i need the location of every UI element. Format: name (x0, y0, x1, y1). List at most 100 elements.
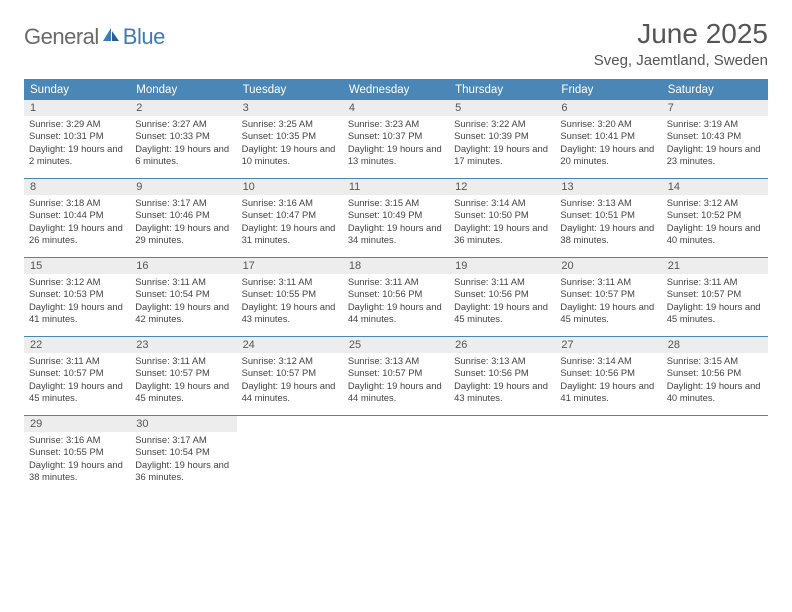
daylight-text: Daylight: 19 hours and 29 minutes. (135, 222, 231, 247)
dow-friday: Friday (555, 80, 661, 100)
day-number: 20 (555, 258, 661, 274)
daylight-text: Daylight: 19 hours and 41 minutes. (29, 301, 125, 326)
dow-monday: Monday (130, 80, 236, 100)
sunrise-text: Sunrise: 3:11 AM (135, 355, 231, 367)
day-cell: 23Sunrise: 3:11 AMSunset: 10:57 PMDaylig… (130, 337, 236, 415)
day-number: 24 (237, 337, 343, 353)
day-body: Sunrise: 3:12 AMSunset: 10:53 PMDaylight… (24, 274, 130, 330)
daylight-text: Daylight: 19 hours and 26 minutes. (29, 222, 125, 247)
day-number: 5 (449, 100, 555, 116)
day-cell: 21Sunrise: 3:11 AMSunset: 10:57 PMDaylig… (662, 258, 768, 336)
day-body: Sunrise: 3:18 AMSunset: 10:44 PMDaylight… (24, 195, 130, 251)
daylight-text: Daylight: 19 hours and 2 minutes. (29, 143, 125, 168)
day-number: 26 (449, 337, 555, 353)
day-cell (237, 416, 343, 494)
day-number: 6 (555, 100, 661, 116)
daylight-text: Daylight: 19 hours and 43 minutes. (242, 301, 338, 326)
day-body: Sunrise: 3:11 AMSunset: 10:56 PMDaylight… (343, 274, 449, 330)
week-row: 8Sunrise: 3:18 AMSunset: 10:44 PMDayligh… (24, 179, 768, 258)
day-number: 10 (237, 179, 343, 195)
week-row: 29Sunrise: 3:16 AMSunset: 10:55 PMDaylig… (24, 416, 768, 494)
day-body: Sunrise: 3:13 AMSunset: 10:57 PMDaylight… (343, 353, 449, 409)
sunset-text: Sunset: 10:39 PM (454, 130, 550, 142)
day-body: Sunrise: 3:16 AMSunset: 10:47 PMDaylight… (237, 195, 343, 251)
sunrise-text: Sunrise: 3:11 AM (560, 276, 656, 288)
sunrise-text: Sunrise: 3:19 AM (667, 118, 763, 130)
sunset-text: Sunset: 10:54 PM (135, 446, 231, 458)
day-cell: 28Sunrise: 3:15 AMSunset: 10:56 PMDaylig… (662, 337, 768, 415)
day-body: Sunrise: 3:11 AMSunset: 10:56 PMDaylight… (449, 274, 555, 330)
day-body: Sunrise: 3:11 AMSunset: 10:57 PMDaylight… (662, 274, 768, 330)
daylight-text: Daylight: 19 hours and 36 minutes. (454, 222, 550, 247)
daylight-text: Daylight: 19 hours and 44 minutes. (242, 380, 338, 405)
daylight-text: Daylight: 19 hours and 38 minutes. (560, 222, 656, 247)
day-number: 28 (662, 337, 768, 353)
day-cell: 10Sunrise: 3:16 AMSunset: 10:47 PMDaylig… (237, 179, 343, 257)
weeks-container: 1Sunrise: 3:29 AMSunset: 10:31 PMDayligh… (24, 100, 768, 494)
sunrise-text: Sunrise: 3:13 AM (560, 197, 656, 209)
day-cell: 8Sunrise: 3:18 AMSunset: 10:44 PMDayligh… (24, 179, 130, 257)
day-cell: 15Sunrise: 3:12 AMSunset: 10:53 PMDaylig… (24, 258, 130, 336)
day-cell: 30Sunrise: 3:17 AMSunset: 10:54 PMDaylig… (130, 416, 236, 494)
day-cell (449, 416, 555, 494)
sunset-text: Sunset: 10:57 PM (29, 367, 125, 379)
sunset-text: Sunset: 10:41 PM (560, 130, 656, 142)
calendar-page: General Blue June 2025 Sveg, Jaemtland, … (0, 0, 792, 512)
day-body: Sunrise: 3:14 AMSunset: 10:50 PMDaylight… (449, 195, 555, 251)
day-body: Sunrise: 3:19 AMSunset: 10:43 PMDaylight… (662, 116, 768, 172)
day-number: 21 (662, 258, 768, 274)
sunrise-text: Sunrise: 3:27 AM (135, 118, 231, 130)
day-number: 13 (555, 179, 661, 195)
sunrise-text: Sunrise: 3:11 AM (348, 276, 444, 288)
daylight-text: Daylight: 19 hours and 44 minutes. (348, 301, 444, 326)
day-cell: 2Sunrise: 3:27 AMSunset: 10:33 PMDayligh… (130, 100, 236, 178)
sunset-text: Sunset: 10:56 PM (454, 288, 550, 300)
day-number: 3 (237, 100, 343, 116)
day-number: 12 (449, 179, 555, 195)
day-number: 7 (662, 100, 768, 116)
sunrise-text: Sunrise: 3:11 AM (454, 276, 550, 288)
sunrise-text: Sunrise: 3:16 AM (29, 434, 125, 446)
day-cell (662, 416, 768, 494)
sunset-text: Sunset: 10:50 PM (454, 209, 550, 221)
daylight-text: Daylight: 19 hours and 23 minutes. (667, 143, 763, 168)
dow-wednesday: Wednesday (343, 80, 449, 100)
day-body: Sunrise: 3:11 AMSunset: 10:57 PMDaylight… (130, 353, 236, 409)
sunrise-text: Sunrise: 3:16 AM (242, 197, 338, 209)
sunrise-text: Sunrise: 3:23 AM (348, 118, 444, 130)
sunset-text: Sunset: 10:57 PM (242, 367, 338, 379)
day-body: Sunrise: 3:13 AMSunset: 10:56 PMDaylight… (449, 353, 555, 409)
sunset-text: Sunset: 10:55 PM (242, 288, 338, 300)
sunset-text: Sunset: 10:56 PM (348, 288, 444, 300)
logo-text-blue: Blue (123, 24, 165, 50)
daylight-text: Daylight: 19 hours and 38 minutes. (29, 459, 125, 484)
sunrise-text: Sunrise: 3:22 AM (454, 118, 550, 130)
day-cell: 20Sunrise: 3:11 AMSunset: 10:57 PMDaylig… (555, 258, 661, 336)
sunrise-text: Sunrise: 3:11 AM (242, 276, 338, 288)
day-body: Sunrise: 3:12 AMSunset: 10:52 PMDaylight… (662, 195, 768, 251)
day-number: 23 (130, 337, 236, 353)
day-body: Sunrise: 3:13 AMSunset: 10:51 PMDaylight… (555, 195, 661, 251)
day-body: Sunrise: 3:11 AMSunset: 10:55 PMDaylight… (237, 274, 343, 330)
sunrise-text: Sunrise: 3:17 AM (135, 434, 231, 446)
day-number: 17 (237, 258, 343, 274)
sunrise-text: Sunrise: 3:17 AM (135, 197, 231, 209)
day-cell: 24Sunrise: 3:12 AMSunset: 10:57 PMDaylig… (237, 337, 343, 415)
daylight-text: Daylight: 19 hours and 45 minutes. (667, 301, 763, 326)
sunset-text: Sunset: 10:31 PM (29, 130, 125, 142)
day-cell: 12Sunrise: 3:14 AMSunset: 10:50 PMDaylig… (449, 179, 555, 257)
day-body: Sunrise: 3:27 AMSunset: 10:33 PMDaylight… (130, 116, 236, 172)
sunset-text: Sunset: 10:35 PM (242, 130, 338, 142)
daylight-text: Daylight: 19 hours and 43 minutes. (454, 380, 550, 405)
sunset-text: Sunset: 10:57 PM (667, 288, 763, 300)
dow-thursday: Thursday (449, 80, 555, 100)
sunrise-text: Sunrise: 3:15 AM (667, 355, 763, 367)
sunset-text: Sunset: 10:56 PM (667, 367, 763, 379)
day-cell: 22Sunrise: 3:11 AMSunset: 10:57 PMDaylig… (24, 337, 130, 415)
sunset-text: Sunset: 10:51 PM (560, 209, 656, 221)
day-cell: 16Sunrise: 3:11 AMSunset: 10:54 PMDaylig… (130, 258, 236, 336)
day-of-week-header: Sunday Monday Tuesday Wednesday Thursday… (24, 80, 768, 100)
day-body: Sunrise: 3:17 AMSunset: 10:46 PMDaylight… (130, 195, 236, 251)
daylight-text: Daylight: 19 hours and 6 minutes. (135, 143, 231, 168)
day-cell: 4Sunrise: 3:23 AMSunset: 10:37 PMDayligh… (343, 100, 449, 178)
